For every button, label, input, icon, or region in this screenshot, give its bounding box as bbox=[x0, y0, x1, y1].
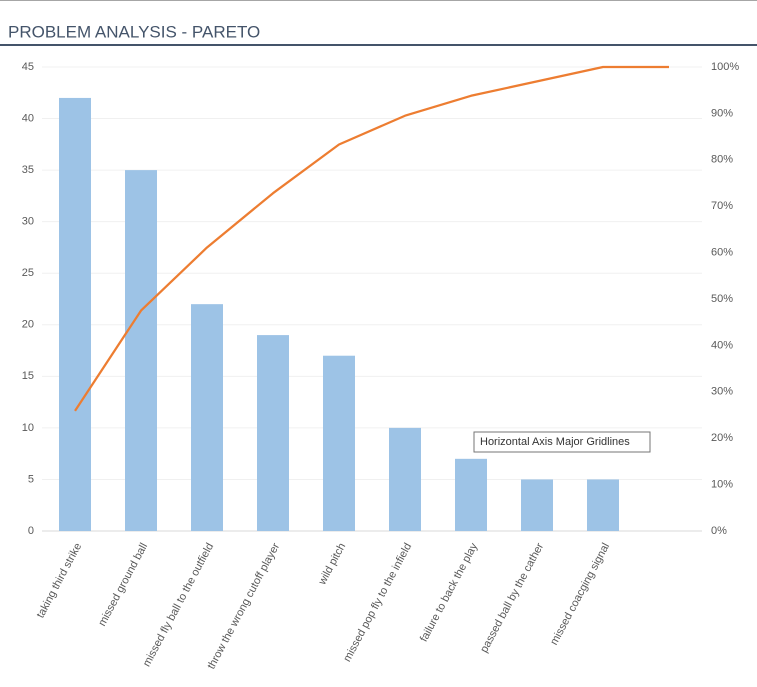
bar bbox=[521, 479, 553, 531]
tooltip-box bbox=[473, 431, 651, 453]
bar bbox=[191, 304, 223, 531]
y-tick-label: 45 bbox=[22, 61, 34, 73]
y2-tick-label: 10% bbox=[711, 479, 733, 491]
line bbox=[74, 65, 669, 412]
y-tick-label: 15 bbox=[22, 370, 34, 382]
y2-tick-label: 70% bbox=[711, 200, 733, 212]
y-tick-label: 25 bbox=[22, 267, 34, 279]
chart-title: PROBLEM ANALYSIS - PARETO bbox=[8, 22, 260, 41]
y2-tick-label: 30% bbox=[711, 386, 733, 398]
y-tick-label: 20 bbox=[22, 319, 34, 331]
y2-tick-label: 90% bbox=[711, 107, 733, 119]
bar bbox=[125, 170, 157, 531]
y2-tick-label: 50% bbox=[711, 293, 733, 305]
y2-tick-label: 60% bbox=[711, 247, 733, 259]
bar bbox=[389, 427, 421, 531]
bar bbox=[323, 355, 355, 531]
y-tick-label: 40 bbox=[22, 112, 34, 124]
bar bbox=[587, 479, 619, 531]
y-tick-label: 0 bbox=[28, 525, 34, 537]
y2-tick-label: 40% bbox=[711, 339, 733, 351]
y-tick-label: 5 bbox=[28, 473, 34, 485]
bar bbox=[59, 97, 91, 531]
y-tick-label: 35 bbox=[22, 164, 34, 176]
y2-tick-label: 20% bbox=[711, 432, 733, 444]
bar bbox=[257, 335, 289, 531]
y2-tick-label: 0% bbox=[711, 525, 727, 537]
bar bbox=[455, 458, 487, 531]
y2-tick-label: 80% bbox=[711, 154, 733, 166]
y-tick-label: 30 bbox=[22, 216, 34, 228]
y-tick-label: 10 bbox=[22, 422, 34, 434]
y2-tick-label: 100% bbox=[711, 61, 739, 73]
tooltip: Horizontal Axis Major Gridlines bbox=[480, 436, 630, 448]
